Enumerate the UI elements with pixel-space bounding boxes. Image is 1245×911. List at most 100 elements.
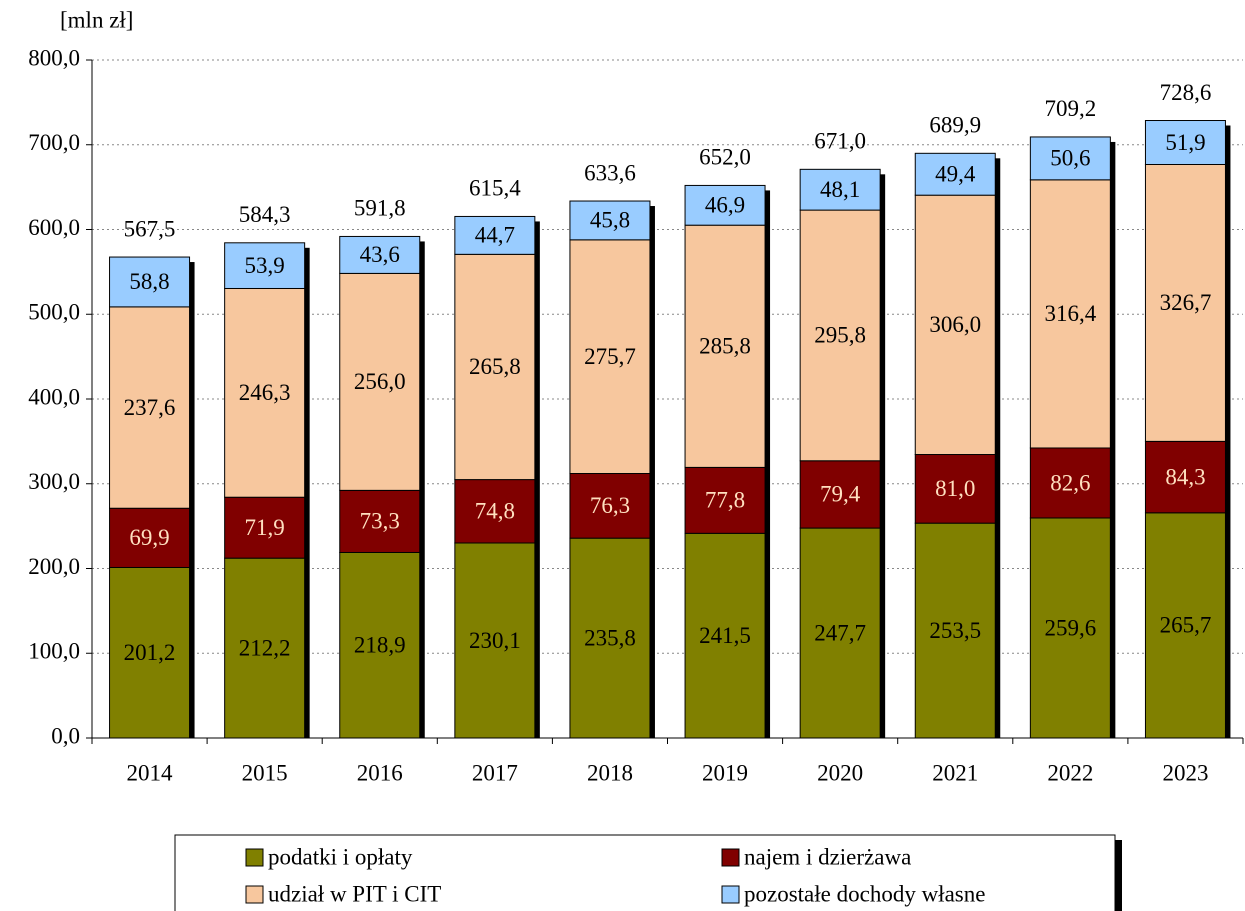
bar-value-label: 295,8 [814, 323, 866, 348]
bar-value-label: 256,0 [354, 369, 406, 394]
bar-value-label: 74,8 [475, 499, 515, 524]
bar-value-label: 237,6 [124, 395, 176, 420]
bar-segment [569, 200, 651, 241]
bar-segment [224, 287, 306, 498]
bar-segment [339, 489, 421, 553]
bar-total-label: 709,2 [1044, 96, 1096, 121]
bar-value-label: 45,8 [590, 208, 630, 233]
bar-value-label: 50,6 [1050, 146, 1090, 171]
bar-value-label: 212,2 [239, 635, 291, 660]
bar-value-label: 230,1 [469, 628, 521, 653]
y-axis-label: [mln zł] [60, 7, 133, 32]
bar-segment [799, 527, 881, 739]
bar-segment [339, 551, 421, 739]
bar-segment [799, 209, 881, 462]
bar-total-label: 567,5 [124, 216, 176, 241]
y-tick-label: 100,0 [28, 639, 80, 664]
bar-segment [684, 184, 766, 226]
bar-value-label: 316,4 [1044, 301, 1096, 326]
bar-value-label: 46,9 [705, 193, 745, 218]
legend-swatch [721, 885, 740, 904]
bar-segment [569, 239, 651, 474]
bar-segment [224, 242, 306, 289]
legend-swatch [245, 885, 264, 904]
bar-segment [914, 194, 996, 456]
x-tick-label: 2016 [357, 760, 403, 785]
y-tick-label: 0,0 [51, 723, 80, 748]
bar-total-label: 591,8 [354, 196, 406, 221]
bar-segment [1029, 517, 1111, 739]
bar-value-label: 77,8 [705, 488, 745, 513]
bar-value-label: 218,9 [354, 633, 406, 658]
y-tick-label: 300,0 [28, 469, 80, 494]
x-tick-label: 2022 [1047, 760, 1093, 785]
bar-value-label: 241,5 [699, 623, 751, 648]
x-tick-label: 2019 [702, 760, 748, 785]
x-tick-label: 2014 [127, 760, 174, 785]
legend-label: podatki i opłaty [268, 844, 413, 869]
x-tick-label: 2015 [242, 760, 288, 785]
bar-segment [1029, 447, 1111, 519]
bar-segment [569, 537, 651, 739]
bar-segment [224, 496, 306, 559]
bar-value-label: 58,8 [129, 269, 169, 294]
legend-label: pozostałe dochody własne [744, 881, 985, 906]
bar-value-label: 69,9 [129, 525, 169, 550]
bar-segment [914, 454, 996, 524]
x-tick-label: 2020 [817, 760, 863, 785]
bar-segment [569, 472, 651, 539]
bar-segment [684, 466, 766, 534]
y-tick-label: 700,0 [28, 130, 80, 155]
bar-value-label: 285,8 [699, 334, 751, 359]
bar-value-label: 246,3 [239, 380, 291, 405]
bar-value-label: 51,9 [1165, 130, 1205, 155]
y-tick-label: 600,0 [28, 215, 80, 240]
legend-label: udział w PIT i CIT [268, 881, 441, 906]
bar-value-label: 253,5 [929, 618, 981, 643]
y-tick-label: 500,0 [28, 300, 80, 325]
bar-total-label: 633,6 [584, 160, 636, 185]
bar-segment [109, 306, 191, 509]
bar-value-label: 73,3 [360, 509, 400, 534]
bar-total-label: 728,6 [1160, 80, 1212, 105]
bar-segment [1144, 440, 1226, 514]
x-tick-label: 2018 [587, 760, 633, 785]
bar-value-label: 43,6 [360, 242, 400, 267]
bar-value-label: 48,1 [820, 177, 860, 202]
bar-value-label: 49,4 [935, 162, 976, 187]
bar-segment [454, 215, 536, 255]
legend-label: najem i dzierżawa [744, 844, 911, 869]
bar-total-label: 652,0 [699, 145, 751, 170]
bar-value-label: 247,7 [814, 620, 866, 645]
bar-value-label: 82,6 [1050, 470, 1090, 495]
y-tick-label: 800,0 [28, 45, 80, 70]
bar-segment [109, 507, 191, 568]
bar-segment [1029, 136, 1111, 181]
bar-value-label: 201,2 [124, 640, 176, 665]
x-tick-label: 2023 [1162, 760, 1208, 785]
bar-value-label: 235,8 [584, 625, 636, 650]
bar-value-label: 265,7 [1160, 613, 1212, 638]
bar-segment [224, 557, 306, 739]
bar-value-label: 44,7 [475, 223, 515, 248]
bar-total-label: 671,0 [814, 129, 866, 154]
bar-segment [914, 522, 996, 739]
y-tick-label: 200,0 [28, 554, 80, 579]
bar-total-label: 615,4 [469, 176, 521, 201]
bar-value-label: 265,8 [469, 354, 521, 379]
bar-segment [914, 152, 996, 196]
bar-segment [799, 168, 881, 211]
bar-segment [799, 460, 881, 529]
bar-value-label: 81,0 [935, 476, 975, 501]
bar-segment [684, 532, 766, 739]
legend-shadow [1115, 840, 1122, 911]
bar-value-label: 53,9 [245, 253, 285, 278]
bar-value-label: 306,0 [929, 312, 981, 337]
bar-segment [339, 235, 421, 274]
legend [174, 834, 1116, 911]
bar-total-label: 584,3 [239, 202, 291, 227]
x-tick-label: 2017 [472, 760, 518, 785]
bar-value-label: 326,7 [1160, 290, 1212, 315]
